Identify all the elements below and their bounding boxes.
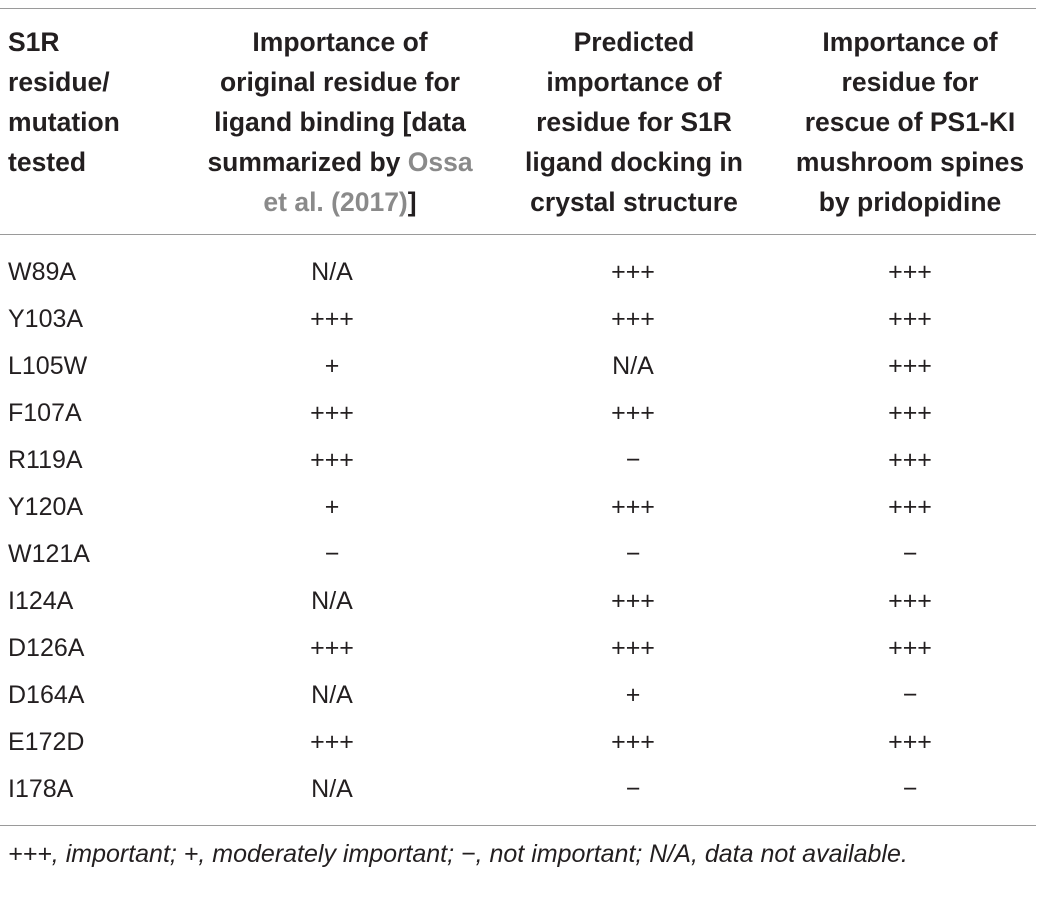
header-rescue-importance: Importance of residue for rescue of PS1-… [795, 27, 1025, 217]
ligand-binding-cell: + [324, 352, 340, 380]
residue-cell: Y103A [8, 305, 84, 333]
docking-cell: − [625, 775, 641, 803]
table-row: I178A N/A − − [0, 766, 1040, 813]
citation-link-year[interactable]: et al. (2017) [263, 187, 408, 217]
table-row: D126A +++ +++ +++ [0, 625, 1040, 672]
docking-cell: − [625, 446, 641, 474]
rescue-cell: − [902, 775, 918, 803]
rescue-cell: − [902, 540, 918, 568]
header-importance-ligand-binding: Importance of original residue for ligan… [207, 27, 473, 217]
table-row: W121A − − − [0, 531, 1040, 578]
residue-cell: W89A [8, 258, 77, 286]
docking-cell: +++ [611, 493, 655, 521]
ligand-binding-cell: +++ [310, 728, 354, 756]
table-row: E172D +++ +++ +++ [0, 719, 1040, 766]
residue-cell: D164A [8, 681, 85, 709]
table-footnote: +++, important; +, moderately important;… [8, 840, 908, 868]
rescue-cell: +++ [888, 305, 932, 333]
table-row: L105W + N/A +++ [0, 343, 1040, 390]
header-predicted-docking: Predicted importance of residue for S1R … [525, 27, 743, 217]
ligand-binding-cell: +++ [310, 305, 354, 333]
table-row: I124A N/A +++ +++ [0, 578, 1040, 625]
rescue-cell: +++ [888, 493, 932, 521]
docking-cell: +++ [611, 399, 655, 427]
ligand-binding-cell: +++ [310, 634, 354, 662]
residue-cell: Y120A [8, 493, 84, 521]
ligand-binding-cell: + [324, 493, 340, 521]
table-body: W89A N/A +++ +++ Y103A +++ +++ +++ L105W… [0, 249, 1040, 813]
ligand-binding-cell: +++ [310, 399, 354, 427]
docking-cell: + [625, 681, 641, 709]
table-row: R119A +++ − +++ [0, 437, 1040, 484]
header-rule [0, 234, 1036, 235]
residue-cell: E172D [8, 728, 85, 756]
residue-cell: W121A [8, 540, 90, 568]
citation-link[interactable]: Ossa [407, 147, 473, 177]
residue-cell: R119A [8, 446, 83, 474]
residue-cell: I124A [8, 587, 74, 615]
rescue-cell: +++ [888, 728, 932, 756]
rescue-cell: +++ [888, 399, 932, 427]
ligand-binding-cell: − [324, 540, 340, 568]
residue-cell: F107A [8, 399, 82, 427]
rescue-cell: +++ [888, 587, 932, 615]
table-bottom-rule [0, 825, 1036, 826]
rescue-cell: +++ [888, 634, 932, 662]
table-row: W89A N/A +++ +++ [0, 249, 1040, 296]
header-s1r-residue: S1R residue/ mutation tested [8, 27, 120, 177]
ligand-binding-cell: +++ [310, 446, 354, 474]
rescue-cell: +++ [888, 446, 932, 474]
docking-cell: − [625, 540, 641, 568]
ligand-binding-cell: N/A [311, 775, 353, 803]
docking-cell: +++ [611, 634, 655, 662]
docking-cell: +++ [611, 305, 655, 333]
table-row: Y120A + +++ +++ [0, 484, 1040, 531]
residue-cell: I178A [8, 775, 74, 803]
table-top-rule [0, 8, 1036, 9]
docking-cell: +++ [611, 728, 655, 756]
ligand-binding-cell: N/A [311, 258, 353, 286]
table-row: Y103A +++ +++ +++ [0, 296, 1040, 343]
table-row: D164A N/A + − [0, 672, 1040, 719]
rescue-cell: +++ [888, 258, 932, 286]
docking-cell: +++ [611, 258, 655, 286]
ligand-binding-cell: N/A [311, 681, 353, 709]
residue-cell: D126A [8, 634, 85, 662]
rescue-cell: +++ [888, 352, 932, 380]
table-row: F107A +++ +++ +++ [0, 390, 1040, 437]
rescue-cell: − [902, 681, 918, 709]
ligand-binding-cell: N/A [311, 587, 353, 615]
residue-cell: L105W [8, 352, 88, 380]
docking-cell: +++ [611, 587, 655, 615]
docking-cell: N/A [612, 352, 654, 380]
